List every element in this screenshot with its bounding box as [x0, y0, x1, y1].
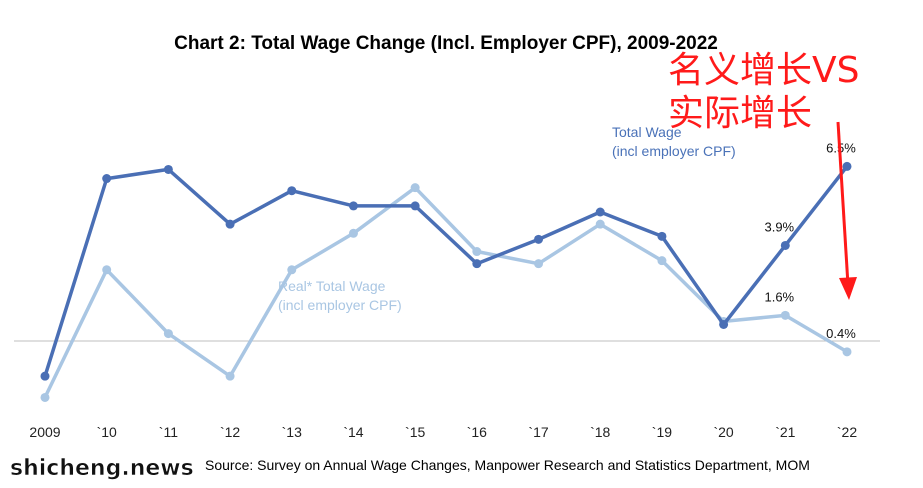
- red-overlay-annotation: 名义增长VS 实际增长: [668, 50, 859, 300]
- data-point: [410, 201, 420, 211]
- x-tick-label: `11: [159, 424, 178, 440]
- data-point: [410, 183, 420, 193]
- x-tick-label: `17: [528, 424, 548, 440]
- data-point: [472, 247, 482, 257]
- data-point: [534, 234, 544, 244]
- overlay-text-line1: 名义增长VS: [668, 50, 859, 91]
- real-wage-label-line2: (incl employer CPF): [278, 297, 402, 313]
- data-point: [780, 240, 790, 250]
- x-tick-label: `22: [837, 424, 857, 440]
- real-wage-legend-label: Real* Total Wage (incl employer CPF): [278, 278, 402, 313]
- real-wage-series: [40, 183, 852, 402]
- data-point: [102, 174, 112, 184]
- data-point: [163, 329, 173, 339]
- data-point: [780, 310, 790, 320]
- data-label: 0.4%: [826, 326, 856, 341]
- data-point: [657, 256, 667, 266]
- overlay-arrow-shaft: [836, 121, 850, 286]
- x-tick-label: `10: [97, 424, 117, 440]
- x-tick-label: `16: [467, 424, 487, 440]
- x-tick-label: `15: [405, 424, 425, 440]
- data-point: [287, 265, 297, 275]
- x-tick-label: `21: [775, 424, 795, 440]
- data-point: [40, 392, 50, 402]
- x-tick-label: `12: [220, 424, 240, 440]
- data-point: [842, 161, 852, 171]
- data-point: [719, 319, 729, 329]
- source-note: Source: Survey on Annual Wage Changes, M…: [205, 457, 810, 473]
- data-point: [595, 207, 605, 217]
- data-point: [225, 371, 235, 381]
- total-wage-label-line2: (incl employer CPF): [612, 143, 736, 159]
- x-tick-label: `20: [713, 424, 733, 440]
- x-tick-label: `13: [282, 424, 302, 440]
- data-point: [842, 347, 852, 357]
- data-point: [287, 186, 297, 196]
- total-wage-legend-label: Total Wage (incl employer CPF): [612, 124, 736, 159]
- series-line: [43, 185, 848, 399]
- x-tick-label: `14: [343, 424, 363, 440]
- series-line: [43, 165, 849, 377]
- data-point: [595, 219, 605, 229]
- x-tick-label: 2009: [29, 424, 60, 440]
- data-point: [534, 259, 544, 269]
- data-point: [102, 265, 112, 275]
- x-axis-ticks: 2009 `10 `11 `12 `13 `14 `15 `16 `17 `18 `19 `20 `21…: [29, 424, 857, 440]
- data-label: 1.6%: [764, 289, 794, 304]
- total-wage-series: [40, 161, 852, 381]
- overlay-arrow-head: [839, 277, 857, 300]
- data-point: [348, 201, 358, 211]
- watermark-logo: shicheng.news: [10, 456, 194, 481]
- real-wage-label-line1: Real* Total Wage: [278, 278, 386, 294]
- x-tick-label: `19: [652, 424, 672, 440]
- data-label: 3.9%: [764, 219, 794, 234]
- data-point: [163, 164, 173, 174]
- data-point: [40, 371, 50, 381]
- data-point: [472, 259, 482, 269]
- total-wage-label-line1: Total Wage: [612, 124, 682, 140]
- data-point: [225, 219, 235, 229]
- data-point: [657, 231, 667, 241]
- overlay-text-line2: 实际增长: [668, 93, 812, 134]
- x-tick-label: `18: [590, 424, 610, 440]
- chart-title: Chart 2: Total Wage Change (Incl. Employ…: [174, 33, 718, 54]
- data-label: 6.5%: [826, 140, 856, 155]
- data-point: [348, 228, 358, 238]
- data-labels: 3.9% 6.5% 1.6% 0.4%: [764, 140, 856, 340]
